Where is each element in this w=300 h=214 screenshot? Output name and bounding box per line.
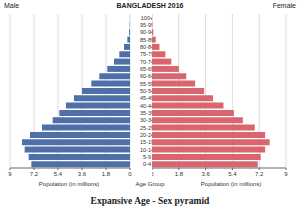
svg-text:65-69: 65-69 [140,66,152,72]
svg-text:80-84: 80-84 [140,44,152,50]
html-text:Population (in millions): Population (in millions) [200,181,262,187]
svg-text:7.2: 7.2 [255,171,264,177]
svg-text:9: 9 [284,171,288,177]
svg-text:3.6: 3.6 [201,171,210,177]
svg-text:10-14: 10-14 [140,147,152,153]
svg-text:35-39: 35-39 [140,110,152,116]
svg-text:55-59: 55-59 [140,81,152,87]
svg-text:9: 9 [8,171,12,177]
svg-text:25-29: 25-29 [140,125,152,131]
svg-text:50-54: 50-54 [140,88,152,94]
svg-text:40-44: 40-44 [140,103,152,109]
svg-text:0: 0 [152,171,154,177]
svg-text:45-49: 45-49 [140,95,152,101]
svg-text:20-24: 20-24 [140,132,152,138]
svg-text:85-89: 85-89 [140,37,152,43]
svg-text:75-79: 75-79 [140,51,152,57]
svg-text:30-34: 30-34 [140,117,152,123]
svg-text:0-4: 0-4 [143,161,151,167]
html-text:BANGLADESH 2016: BANGLADESH 2016 [116,2,184,9]
svg-text:3.6: 3.6 [78,171,87,177]
html-text:Female: Female [272,2,296,9]
svg-text:5.4: 5.4 [54,171,63,177]
svg-text:1.8: 1.8 [102,171,111,177]
html-text:Population (in millions): Population (in millions) [38,181,100,187]
html-text:Expansive Age - Sex pyramid: Expansive Age - Sex pyramid [90,196,210,206]
svg-text:100+: 100+ [141,15,152,21]
html-text:Age Group: Age Group [135,181,165,187]
svg-text:15-19: 15-19 [140,139,152,145]
svg-text:0: 0 [128,171,132,177]
svg-text:95-99: 95-99 [140,22,152,28]
html-text:Male: Male [4,2,20,9]
svg-text:7.2: 7.2 [30,171,39,177]
svg-text:70-74: 70-74 [140,59,152,65]
svg-text:5-9: 5-9 [143,154,151,160]
svg-text:1.8: 1.8 [175,171,184,177]
svg-text:60-64: 60-64 [140,73,152,79]
svg-text:5.4: 5.4 [228,171,237,177]
svg-text:90-94: 90-94 [140,29,152,35]
